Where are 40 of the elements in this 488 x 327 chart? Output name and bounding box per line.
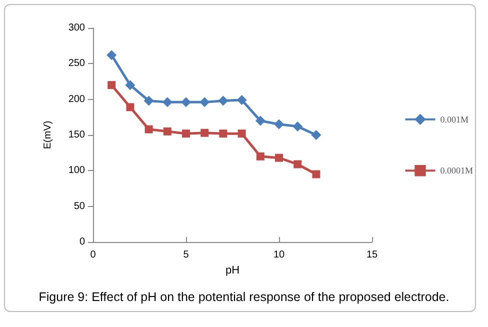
point xyxy=(218,96,228,106)
point xyxy=(163,127,172,136)
x-tick-label: 5 xyxy=(183,250,190,260)
point xyxy=(274,119,284,130)
y-tick-label: 100 xyxy=(68,165,86,176)
y-tick-label: 150 xyxy=(68,130,86,140)
point xyxy=(238,130,246,138)
point xyxy=(144,96,154,106)
legend-label: 0.0001M xyxy=(440,166,474,176)
y-tick-label: 0 xyxy=(79,236,86,248)
y-axis-title: E(mV) xyxy=(42,120,54,150)
point xyxy=(144,125,153,134)
point xyxy=(219,130,228,138)
point xyxy=(162,97,172,108)
y-tick-label: 250 xyxy=(68,58,86,70)
y-tick-label: 50 xyxy=(74,200,86,212)
point xyxy=(292,121,303,132)
point xyxy=(200,128,209,137)
point xyxy=(200,97,210,108)
y-tick-label: 200 xyxy=(68,94,86,105)
point xyxy=(256,152,264,160)
point xyxy=(275,154,283,162)
x-axis-title: pH xyxy=(225,264,240,276)
point xyxy=(312,170,320,178)
point xyxy=(294,160,302,168)
point xyxy=(106,50,117,60)
x-tick-label: 15 xyxy=(366,250,378,260)
x-tick-label: 0 xyxy=(90,250,96,260)
point xyxy=(255,116,266,126)
caption: Figure 9: Effect of pH on the potential response of the proposed electrode. xyxy=(38,290,450,304)
point xyxy=(126,103,134,112)
x-tick-label: 10 xyxy=(273,250,285,260)
point xyxy=(182,130,190,138)
point xyxy=(125,80,136,90)
point xyxy=(181,97,191,108)
point xyxy=(236,95,247,106)
point xyxy=(311,130,322,140)
legend-label: 0.001M xyxy=(440,114,469,124)
y-tick-label: 300 xyxy=(68,22,86,34)
point xyxy=(108,81,116,90)
